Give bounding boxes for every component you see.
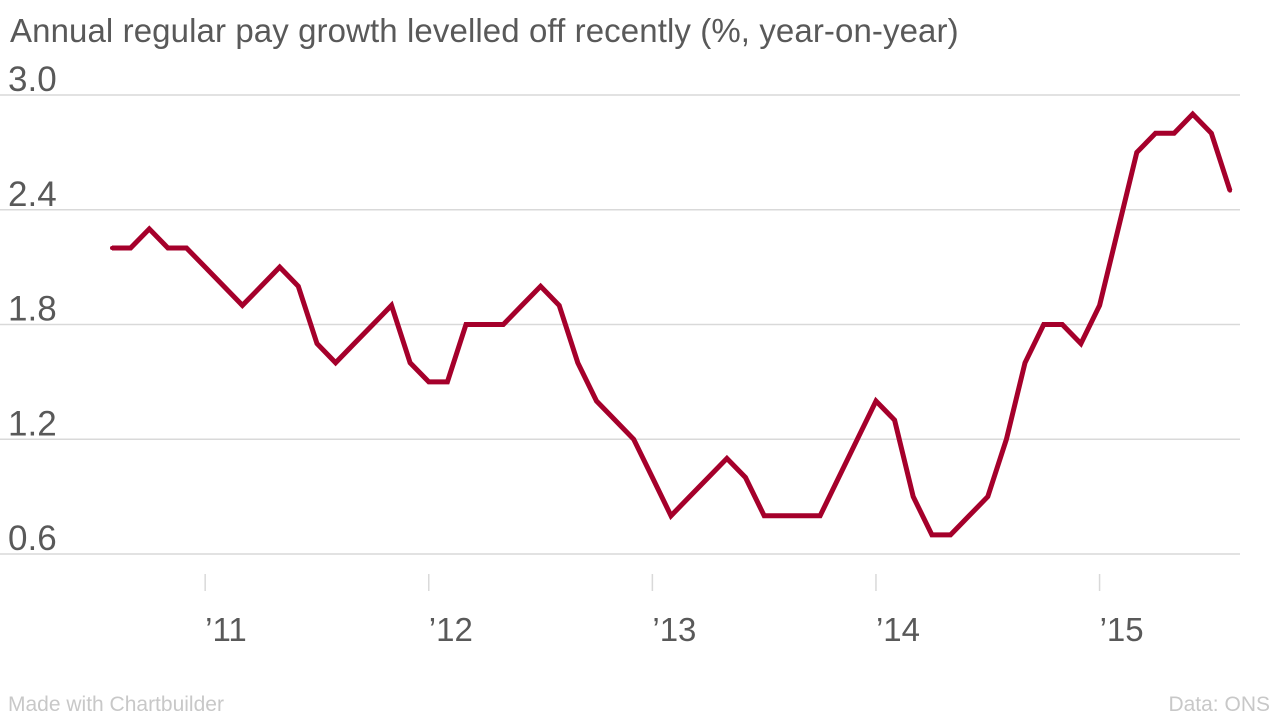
data-point	[370, 322, 375, 327]
data-point	[240, 303, 245, 308]
data-point	[967, 513, 972, 518]
y-tick-label: 1.2	[8, 404, 57, 443]
y-tick-label: 3.0	[8, 60, 57, 99]
chart-title: Annual regular pay growth levelled off r…	[10, 12, 959, 49]
data-point	[445, 379, 450, 384]
x-tick-label: ’14	[876, 611, 920, 648]
data-point	[352, 341, 357, 346]
data-point	[165, 246, 170, 250]
data-point	[594, 399, 599, 403]
data-point	[315, 341, 319, 346]
data-point	[1041, 322, 1046, 327]
data-point	[762, 513, 767, 518]
data-point	[1172, 131, 1177, 136]
data-point	[1153, 131, 1158, 136]
data-point	[575, 360, 580, 365]
data-point	[482, 322, 487, 327]
data-point	[464, 322, 468, 327]
credit-text: Made with Chartbuilder	[8, 693, 224, 716]
data-point	[408, 360, 413, 365]
data-point	[631, 437, 636, 442]
y-tick-label: 0.6	[8, 519, 57, 558]
data-point	[818, 513, 823, 518]
data-point	[1209, 131, 1214, 136]
data-point	[128, 246, 133, 250]
y-tick-label: 1.8	[8, 290, 57, 329]
data-point	[1134, 150, 1139, 155]
data-point	[706, 475, 711, 480]
data-point	[613, 418, 618, 423]
data-point	[426, 379, 431, 384]
data-point	[855, 437, 860, 442]
data-point	[296, 284, 301, 289]
x-tick-label: ’12	[429, 611, 473, 648]
data-point	[538, 284, 543, 289]
data-point	[519, 303, 524, 308]
source-text: Data: ONS	[1168, 693, 1270, 716]
data-point	[1060, 322, 1065, 327]
data-point	[389, 303, 394, 308]
data-point	[1228, 188, 1232, 193]
data-point	[1116, 226, 1121, 231]
data-point	[1004, 437, 1009, 442]
data-point	[1023, 360, 1027, 365]
data-point	[1097, 303, 1102, 308]
grid-lines	[0, 94, 1240, 555]
data-point	[1190, 112, 1195, 117]
x-tick-label: ’13	[652, 611, 696, 648]
y-axis-ticks: 0.6 1.2 1.8 2.4 3.0	[8, 60, 57, 558]
x-tick-label: ’15	[1100, 611, 1144, 648]
data-point	[799, 513, 804, 518]
x-axis-ticks: ’11 ’12 ’13 ’14 ’15	[204, 574, 1144, 648]
data-point	[184, 246, 189, 250]
data-point	[277, 265, 282, 270]
data-point	[203, 265, 208, 270]
data-point	[259, 284, 264, 289]
data-point	[110, 246, 114, 250]
data-point	[874, 399, 878, 403]
data-point	[929, 532, 934, 537]
data-point	[501, 322, 506, 327]
data-point	[892, 418, 897, 423]
data-point	[557, 303, 562, 308]
data-point	[221, 284, 226, 289]
data-point	[911, 494, 916, 499]
data-point	[724, 456, 729, 461]
data-point	[836, 475, 841, 480]
data-point	[333, 360, 338, 365]
x-tick-label: ’11	[205, 611, 247, 648]
data-point	[985, 494, 990, 499]
data-point	[687, 494, 692, 499]
data-point	[743, 475, 748, 480]
data-point	[1078, 341, 1083, 346]
data-point	[650, 475, 655, 480]
data-point	[669, 513, 673, 518]
y-tick-label: 2.4	[8, 175, 57, 214]
data-point	[780, 513, 785, 518]
data-point	[147, 226, 152, 231]
series-layer	[110, 110, 1233, 538]
data-point	[948, 532, 953, 537]
